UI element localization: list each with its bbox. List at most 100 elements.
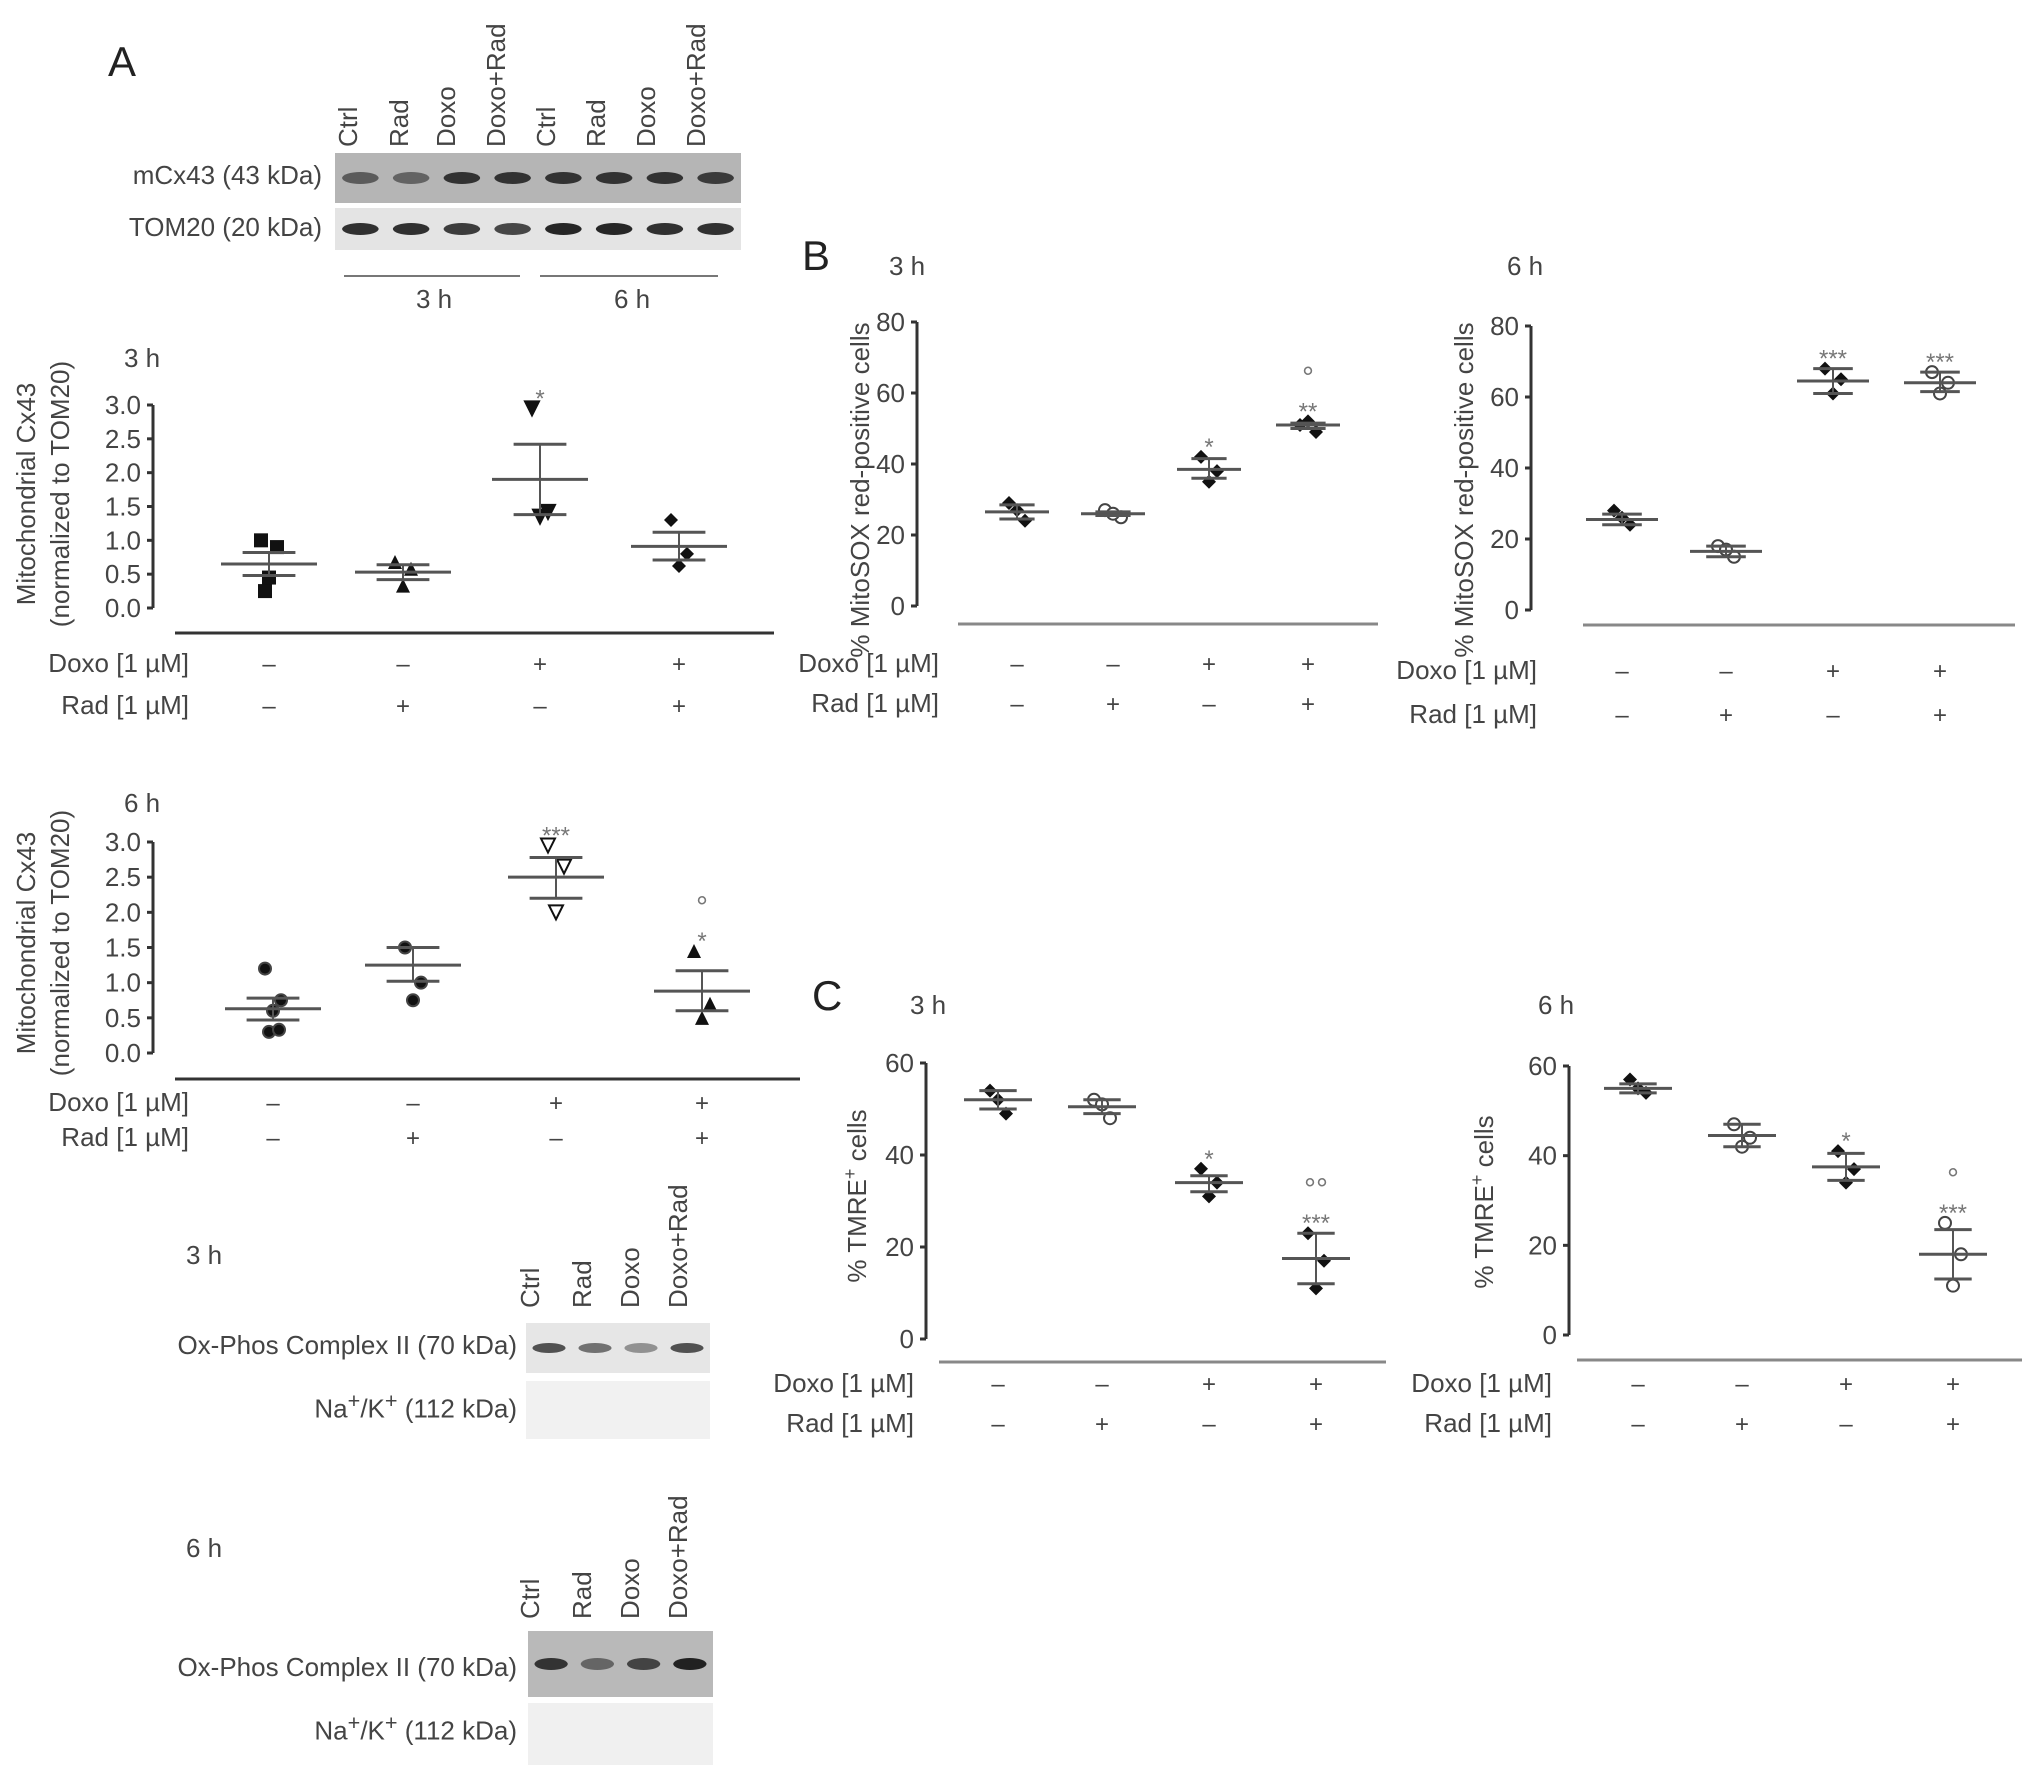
treatment-indicator: –: [1010, 691, 1024, 718]
treatment-indicator: –: [1095, 1371, 1109, 1398]
treatment-indicator: –: [1631, 1371, 1645, 1398]
treatment-row-label: Rad [1 µM]: [1424, 1408, 1552, 1438]
data-group: [1081, 503, 1145, 525]
treatment-indicator: +: [672, 651, 686, 678]
data-group: [225, 961, 321, 1039]
treatment-indicator: –: [406, 1090, 420, 1117]
data-point-triangle: [687, 944, 701, 959]
y-tick-label: 60: [876, 378, 905, 408]
oxphos-blot-3h: [526, 1323, 710, 1373]
treatment-indicator: +: [533, 651, 547, 678]
treatment-indicator: +: [1946, 1371, 1960, 1398]
chart-b-6h: 6 h 0 20 40 60 80 % MitoSOX red-positive cells…: [1396, 251, 2015, 729]
lane-label: Doxo+Rad: [663, 1184, 693, 1308]
treatment-indicator: +: [1719, 702, 1733, 729]
data-point-triangle: [396, 578, 410, 593]
y-tick-label: 0: [900, 1324, 914, 1354]
chart-a-3h: 3 h 0.0 0.5 1.01.5 2.0 2.5 3.0 Mitochondrial Cx…: [11, 343, 774, 720]
treatment-indicator: +: [406, 1125, 420, 1152]
data-group: [1708, 1117, 1776, 1154]
lane-label: Doxo: [615, 1247, 645, 1308]
significance-marker: °°: [1304, 1173, 1328, 1206]
y-tick-label: 60: [1528, 1051, 1557, 1081]
lane-label: Rad: [567, 1571, 597, 1619]
treatment-row-label: Rad [1 µM]: [61, 690, 189, 720]
blot-band: [595, 223, 633, 235]
y-axis-label: % MitoSOX red-positive cells: [845, 322, 875, 657]
sup: +: [347, 1710, 361, 1735]
treatment-row-label: Doxo [1 µM]: [773, 1368, 914, 1398]
blot-band: [626, 1658, 661, 1670]
data-group: *: [1177, 434, 1241, 489]
treatment-indicator: +: [1309, 1371, 1323, 1398]
blot-row-label-mcx43: mCx43 (43 kDa): [132, 160, 322, 190]
lane-label: Rad: [384, 99, 414, 147]
y-tick-label: 40: [876, 449, 905, 479]
data-point-triangle-down: [523, 400, 541, 418]
treatment-row-label: Doxo [1 µM]: [48, 648, 189, 678]
data-group: ***: [1797, 346, 1869, 401]
bottom-blot-time-6h: 6 h: [186, 1533, 223, 1563]
y-tick-label: 2.0: [105, 897, 141, 927]
nak-kda: (112 kDa): [397, 1393, 517, 1424]
blot-band: [673, 1658, 707, 1670]
blot-band: [624, 1343, 658, 1353]
lane-label: Doxo+Rad: [681, 23, 711, 147]
data-point-triangle: [703, 996, 717, 1011]
y-tick-label: 2.0: [105, 458, 141, 488]
bottom-blot-time-3h: 3 h: [186, 1240, 223, 1270]
y-label-superscript: +: [840, 1169, 860, 1180]
data-point-diamond: [1018, 513, 1032, 528]
y-tick-label: 20: [885, 1232, 914, 1262]
lane-label: Doxo: [431, 86, 461, 147]
data-group: [964, 1083, 1032, 1121]
significance-marker: °: [1302, 361, 1314, 394]
y-tick-label: 80: [876, 307, 905, 337]
lane-label: Ctrl: [515, 1267, 545, 1308]
treatment-indicator: –: [1735, 1371, 1749, 1398]
blot-time-6h: 6 h: [614, 284, 651, 314]
data-point-diamond: [672, 559, 686, 574]
data-group: *** °: [1919, 1163, 1987, 1293]
data-group: *: [1175, 1146, 1243, 1204]
y-axis-label: (normalized to TOM20): [45, 810, 75, 1076]
lane-label: Ctrl: [515, 1578, 545, 1619]
data-point-circle: [274, 993, 288, 1008]
treatment-indicator: +: [1826, 658, 1840, 685]
nak-label-6h: Na+/K+ (112 kDa): [314, 1710, 517, 1747]
significance-marker: °: [696, 891, 708, 924]
y-tick-label: 40: [1490, 453, 1519, 483]
treatment-indicator: +: [1933, 702, 1947, 729]
significance-marker: ***: [542, 823, 570, 850]
y-axis-label: % TMRE+ cells: [1467, 1115, 1499, 1288]
significance-marker: °: [1947, 1163, 1959, 1196]
significance-marker: **: [1299, 398, 1318, 425]
nak-na: Na: [314, 1715, 348, 1746]
y-axis-label: Mitochondrial Cx43: [11, 383, 41, 606]
data-point-circle: [406, 993, 420, 1008]
oxphos-label-6h: Ox-Phos Complex II (70 kDa): [177, 1652, 517, 1682]
data-point-circle: [258, 961, 272, 976]
treatment-indicator: +: [695, 1125, 709, 1152]
data-point-triangle: [388, 554, 402, 569]
data-point-diamond: [664, 513, 678, 528]
blot-background: [526, 1381, 710, 1439]
y-tick-label: 3.0: [105, 827, 141, 857]
treatment-indicator: –: [991, 1371, 1005, 1398]
data-point-circle: [1946, 1278, 1960, 1293]
treatment-indicator: +: [1106, 691, 1120, 718]
y-tick-label: 1.0: [105, 525, 141, 555]
y-label-rest: cells: [1469, 1115, 1499, 1174]
y-axis-label: (normalized to TOM20): [45, 361, 75, 627]
data-group: [985, 496, 1049, 528]
y-tick-label: 0.0: [105, 1038, 141, 1068]
data-group: [365, 940, 461, 1008]
data-point-diamond: [680, 546, 694, 561]
blot-band: [646, 172, 684, 184]
y-label-main: % TMRE: [1469, 1185, 1499, 1289]
treatment-indicator: +: [1301, 691, 1315, 718]
y-tick-label: 0: [1543, 1320, 1557, 1350]
treatment-indicator: +: [1095, 1411, 1109, 1438]
